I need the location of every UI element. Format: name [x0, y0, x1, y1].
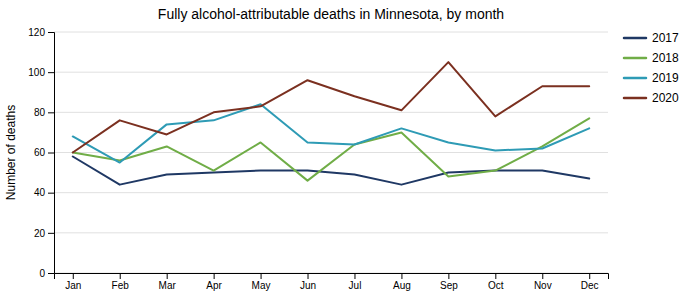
grid-line	[54, 32, 608, 33]
x-tick: Dec	[581, 273, 599, 291]
grid	[54, 32, 608, 273]
x-tick-mark	[73, 273, 74, 279]
x-tick-label: May	[252, 280, 271, 291]
legend-swatch	[624, 57, 646, 60]
y-tick-mark	[48, 193, 54, 194]
x-tick: May	[252, 273, 271, 291]
grid-line	[54, 192, 608, 193]
chart-svg: Jan Feb Mar Apr May Jun Jul Aug Sep Oct Nov Dec 0 20 4…	[0, 0, 700, 301]
x-axis-line	[55, 274, 609, 280]
series-line	[73, 62, 589, 152]
x-tick-label: Feb	[112, 280, 130, 291]
plot-area: Jan Feb Mar Apr May Jun Jul Aug Sep Oct Nov Dec 0 20 4…	[28, 27, 608, 291]
x-tick: Jul	[349, 273, 362, 291]
x-tick-mark	[214, 273, 215, 279]
x-tick: Aug	[393, 273, 411, 291]
x-tick-label: Jun	[300, 280, 316, 291]
x-tick-mark	[448, 273, 449, 279]
x-tick-label: Jul	[349, 280, 362, 291]
y-tick: 20	[34, 228, 54, 239]
x-tick: Oct	[488, 273, 504, 291]
x-tick: Feb	[112, 273, 130, 291]
y-tick-mark	[48, 32, 54, 33]
x-tick-label: Jan	[65, 280, 81, 291]
x-tick: Jan	[65, 273, 81, 291]
y-tick-mark	[48, 233, 54, 234]
x-tick-label: Nov	[534, 280, 552, 291]
x-axis: Jan Feb Mar Apr May Jun Jul Aug Sep Oct Nov Dec	[55, 273, 609, 291]
legend-swatch	[624, 77, 646, 80]
x-tick-mark	[354, 273, 355, 279]
y-tick-mark	[48, 273, 54, 274]
x-tick-label: Oct	[488, 280, 504, 291]
series-line	[73, 157, 589, 185]
x-tick-mark	[167, 273, 168, 279]
x-tick: Nov	[534, 273, 552, 291]
y-tick-label: 40	[34, 187, 46, 198]
y-tick-label: 80	[34, 107, 46, 118]
y-tick-label: 20	[34, 228, 46, 239]
chart-title: Fully alcohol-attributable deaths in Min…	[158, 6, 504, 22]
y-tick: 0	[39, 268, 54, 279]
x-tick-mark	[589, 273, 590, 279]
legend-label: 2019	[652, 71, 679, 85]
x-tick-label: Mar	[159, 280, 177, 291]
legend-item: 2020	[624, 91, 679, 105]
x-tick-label: Aug	[393, 280, 411, 291]
legend-item: 2018	[624, 51, 679, 65]
y-tick: 100	[28, 67, 54, 78]
y-tick-label: 100	[28, 67, 45, 78]
series-line	[73, 104, 589, 162]
legend-item: 2019	[624, 71, 679, 85]
legend-swatch	[624, 97, 646, 100]
legend-label: 2017	[652, 31, 679, 45]
y-axis-line	[48, 33, 55, 274]
legend: 2017 2018 2019 2020	[624, 31, 679, 105]
y-axis: 0 20 40 60 80 100 120	[28, 27, 54, 279]
x-tick-mark	[401, 273, 402, 279]
x-tick-mark	[261, 273, 262, 279]
y-tick: 80	[34, 107, 54, 118]
x-tick: Sep	[440, 273, 458, 291]
x-tick: Jun	[300, 273, 316, 291]
legend-label: 2020	[652, 91, 679, 105]
y-tick-label: 120	[28, 27, 45, 38]
x-tick-mark	[120, 273, 121, 279]
legend-label: 2018	[652, 51, 679, 65]
x-tick-label: Sep	[440, 280, 458, 291]
y-tick-label: 60	[34, 147, 46, 158]
y-tick: 120	[28, 27, 54, 38]
y-axis-title: Number of deaths	[4, 105, 18, 200]
grid-line	[54, 152, 608, 153]
x-tick: Apr	[206, 273, 222, 291]
x-tick-label: Dec	[581, 280, 599, 291]
y-tick-mark	[48, 72, 54, 73]
series-group	[73, 62, 589, 185]
y-tick-mark	[48, 112, 54, 113]
y-tick-label: 0	[39, 268, 45, 279]
x-tick-mark	[495, 273, 496, 279]
legend-item: 2017	[624, 31, 679, 45]
x-tick-mark	[308, 273, 309, 279]
y-tick-mark	[48, 153, 54, 154]
legend-swatch	[624, 37, 646, 40]
grid-line	[54, 72, 608, 73]
x-tick-mark	[542, 273, 543, 279]
y-tick: 60	[34, 147, 54, 158]
grid-line	[54, 112, 608, 113]
x-tick-label: Apr	[206, 280, 222, 291]
x-tick: Mar	[159, 273, 177, 291]
grid-line	[54, 232, 608, 233]
y-tick: 40	[34, 187, 54, 198]
